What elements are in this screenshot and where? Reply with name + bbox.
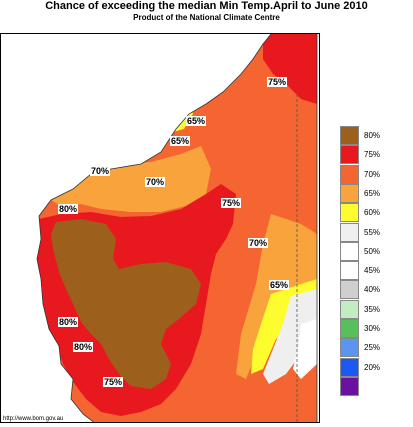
legend-label: 35%: [364, 304, 381, 314]
legend-swatch: [340, 376, 359, 396]
legend-label: 40%: [364, 285, 381, 295]
map-label-65-north: 65%: [186, 116, 207, 126]
legend-label: 20%: [364, 362, 381, 372]
map-label-75-central: 75%: [221, 198, 242, 208]
legend-swatch: [340, 241, 359, 261]
map-panel: 75% 65% 65% 70% 70% 75% 80% 70% 65% 80% …: [0, 33, 320, 423]
legend-swatch: [340, 338, 359, 358]
legend-label: 60%: [364, 208, 381, 218]
zone-75-northeast: [263, 34, 317, 104]
legend-swatch: [340, 203, 359, 223]
legend-label: 25%: [364, 343, 381, 353]
legend-swatch: [340, 222, 359, 242]
map-label-75-ne: 75%: [267, 77, 288, 87]
map-label-75-south: 75%: [103, 377, 124, 387]
legend-label: 55%: [364, 227, 381, 237]
legend-label: 45%: [364, 266, 381, 276]
coastline: [36, 34, 272, 422]
map-label-80-south: 80%: [73, 342, 94, 352]
legend-swatch: [340, 319, 359, 338]
legend-label: 50%: [364, 246, 381, 256]
footer-url: http://www.bom.gov.au: [3, 416, 64, 422]
legend-swatch: [340, 261, 359, 281]
legend-swatch: [340, 299, 359, 319]
zone-65-west: [41, 146, 211, 212]
legend-swatch: [340, 126, 359, 145]
zone-55: [263, 289, 317, 384]
legend-swatch: [340, 164, 359, 184]
map-title: Chance of exceeding the median Min Temp.…: [45, 0, 368, 12]
legend-label: 70%: [364, 169, 381, 179]
legend-label: 80%: [364, 131, 381, 140]
western-australia-map: [1, 34, 319, 422]
legend-swatch: [340, 357, 359, 377]
map-label-70-west: 70%: [90, 166, 111, 176]
legend-swatch: [340, 145, 359, 165]
zone-80: [51, 219, 201, 389]
map-label-65-north-2: 65%: [170, 136, 191, 146]
legend-label: 30%: [364, 324, 381, 333]
legend-label: 65%: [364, 188, 381, 198]
map-label-70-central: 70%: [145, 177, 166, 187]
zone-50: [293, 319, 317, 379]
map-label-80-west: 80%: [58, 204, 79, 214]
map-label-70-east: 70%: [248, 238, 269, 248]
map-label-80-perth: 80%: [58, 317, 79, 327]
legend-swatch: [340, 183, 359, 203]
legend-swatch: [340, 280, 359, 300]
map-subtitle: Product of the National Climate Centre: [133, 13, 280, 22]
legend-label: 75%: [364, 150, 381, 160]
map-label-65-east: 65%: [269, 280, 290, 290]
